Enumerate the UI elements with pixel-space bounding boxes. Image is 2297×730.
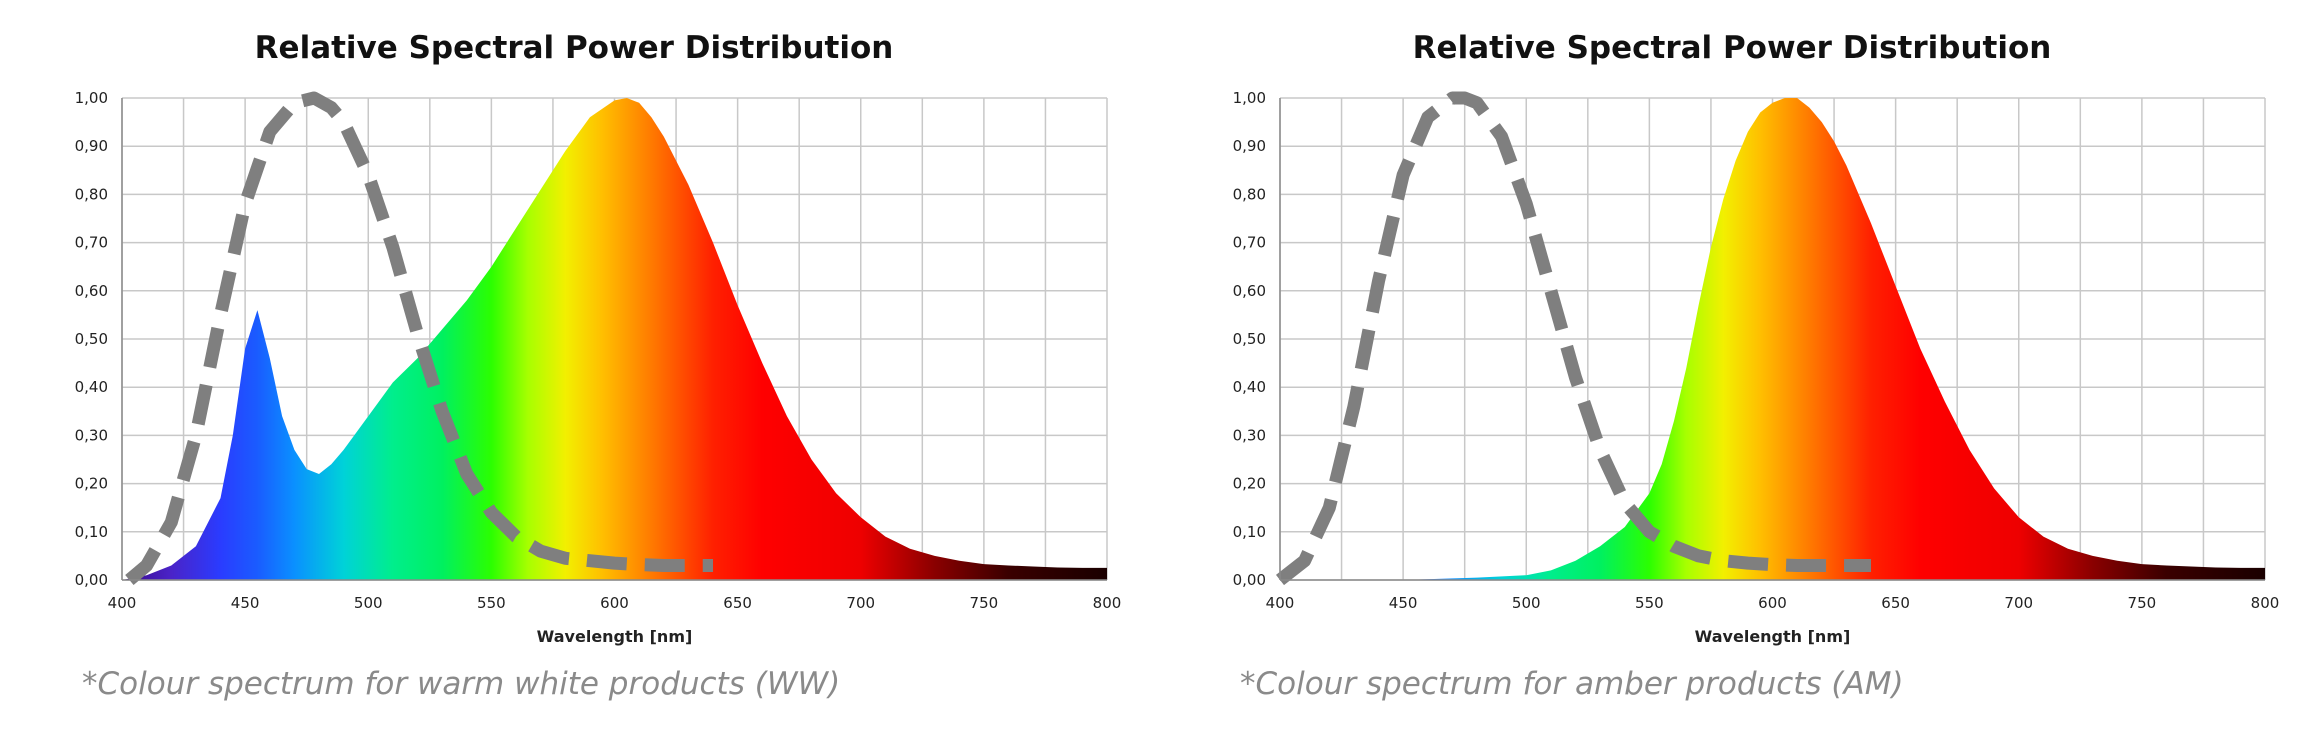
x-tick-label: 400: [108, 594, 137, 612]
sensitivity-curve-dashed: [125, 91, 713, 585]
y-tick-label: 0,20: [1233, 475, 1266, 493]
x-tick-label: 550: [477, 594, 506, 612]
x-tick-label: 450: [231, 594, 260, 612]
x-tick-label: 600: [1758, 594, 1787, 612]
y-tick-label: 0,60: [1233, 282, 1266, 300]
y-tick-label: 0,70: [1233, 234, 1266, 252]
chart-caption: *Colour spectrum for amber products (AM): [1240, 666, 1904, 702]
x-tick-label: 400: [1266, 594, 1295, 612]
chart-title: Relative Spectral Power Distribution: [1412, 30, 2052, 66]
y-tick-label: 0,00: [75, 571, 108, 589]
x-tick-label: 650: [1881, 594, 1910, 612]
x-tick-label: 700: [2004, 594, 2033, 612]
chart-plot-warm-white: 0,00 0,10 0,20 0,30 0,40 0,50 0,60 0,70 0,80 0,90…: [75, 89, 1122, 646]
spectrum-area-series: [122, 98, 1107, 580]
x-tick-label: 650: [723, 594, 752, 612]
y-tick-label: 0,40: [1233, 378, 1266, 396]
y-tick-label: 0,50: [75, 330, 108, 348]
chart-panel-amber: Relative Spectral Power Distribution 0,0…: [1158, 0, 2297, 730]
y-tick-label: 0,90: [1233, 137, 1266, 155]
x-tick-label: 450: [1389, 594, 1418, 612]
x-tick-label: 550: [1635, 594, 1664, 612]
y-tick-label: 0,10: [75, 523, 108, 541]
y-tick-label: 0,20: [75, 475, 108, 493]
x-tick-label: 500: [1512, 594, 1541, 612]
x-axis-title: Wavelength [nm]: [537, 627, 693, 646]
y-tick-label: 0,80: [75, 185, 108, 203]
spectrum-area-series: [1280, 98, 2265, 580]
y-tick-label: 0,10: [1233, 523, 1266, 541]
chart-panel-warm-white: Relative Spectral Power Distribution 0,0…: [0, 0, 1148, 730]
y-tick-label: 0,30: [75, 426, 108, 444]
chart-title: Relative Spectral Power Distribution: [254, 30, 894, 66]
y-tick-label: 0,00: [1233, 571, 1266, 589]
x-tick-label: 700: [846, 594, 875, 612]
y-tick-label: 0,90: [75, 137, 108, 155]
y-tick-label: 1,00: [1233, 89, 1266, 107]
y-tick-label: 0,30: [1233, 426, 1266, 444]
x-tick-label: 600: [600, 594, 629, 612]
x-tick-label: 800: [2251, 594, 2280, 612]
y-tick-label: 1,00: [75, 89, 108, 107]
x-tick-label: 750: [970, 594, 999, 612]
x-axis-title: Wavelength [nm]: [1695, 627, 1851, 646]
x-tick-label: 750: [2128, 594, 2157, 612]
y-tick-label: 0,50: [1233, 330, 1266, 348]
x-tick-label: 500: [354, 594, 383, 612]
y-tick-label: 0,70: [75, 234, 108, 252]
y-tick-label: 0,80: [1233, 185, 1266, 203]
chart-caption: *Colour spectrum for warm white products…: [82, 666, 841, 702]
x-tick-label: 800: [1093, 594, 1122, 612]
y-tick-label: 0,60: [75, 282, 108, 300]
y-tick-label: 0,40: [75, 378, 108, 396]
chart-plot-amber: 0,00 0,10 0,20 0,30 0,40 0,50 0,60 0,70 0,80 0,90…: [1233, 89, 2280, 646]
